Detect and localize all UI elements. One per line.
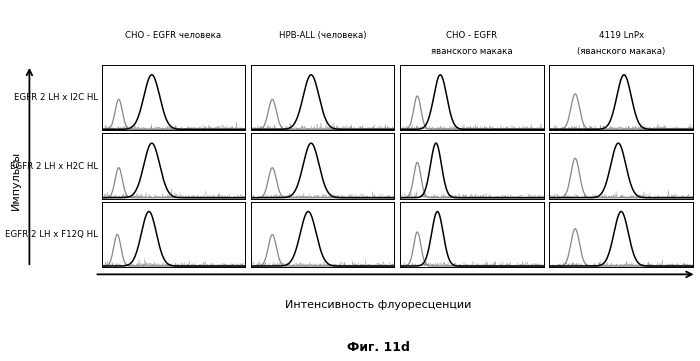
Text: EGFR 2 LH x F12Q HL: EGFR 2 LH x F12Q HL — [5, 230, 98, 239]
Text: яванского макака: яванского макака — [431, 47, 512, 56]
Text: 4119 LnPx: 4119 LnPx — [598, 31, 644, 40]
Text: EGFR 2 LH x H2C HL: EGFR 2 LH x H2C HL — [10, 162, 98, 170]
Text: Интенсивность флуоресценции: Интенсивность флуоресценции — [285, 300, 471, 310]
Text: Импульсы: Импульсы — [10, 151, 20, 210]
Text: (яванского макака): (яванского макака) — [577, 47, 665, 56]
Text: CHO - EGFR: CHO - EGFR — [447, 31, 498, 40]
Text: Фиг. 11d: Фиг. 11d — [346, 341, 410, 354]
Text: HPB-ALL (человека): HPB-ALL (человека) — [279, 31, 366, 40]
Text: CHO - EGFR человека: CHO - EGFR человека — [125, 31, 221, 40]
Text: EGFR 2 LH x I2C HL: EGFR 2 LH x I2C HL — [14, 93, 98, 102]
